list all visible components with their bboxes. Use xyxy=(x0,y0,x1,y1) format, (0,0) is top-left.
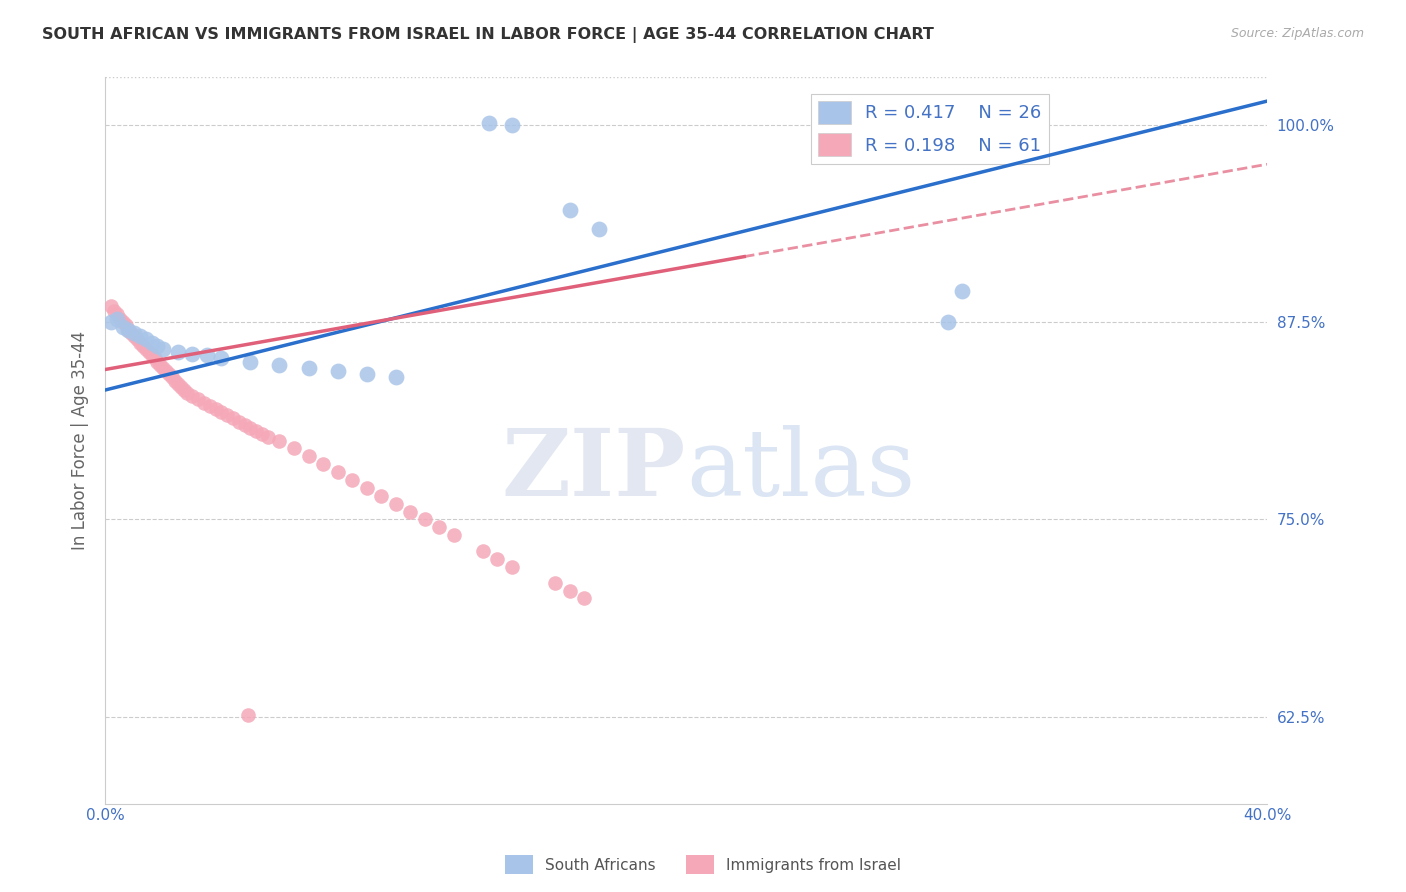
Legend: South Africans, Immigrants from Israel: South Africans, Immigrants from Israel xyxy=(499,849,907,880)
Point xyxy=(146,354,169,368)
Point xyxy=(544,575,567,590)
Point xyxy=(120,326,142,341)
Point xyxy=(588,222,610,236)
Point xyxy=(217,409,239,423)
Point xyxy=(427,520,450,534)
Point xyxy=(198,399,221,413)
Point xyxy=(152,342,174,356)
Point xyxy=(138,345,160,359)
Point xyxy=(269,358,291,372)
Point xyxy=(236,708,259,723)
Point xyxy=(269,434,291,448)
Point xyxy=(149,358,172,372)
Y-axis label: In Labor Force | Age 35-44: In Labor Force | Age 35-44 xyxy=(72,331,89,550)
Point xyxy=(356,368,378,382)
Point xyxy=(173,383,195,397)
Point xyxy=(257,430,280,444)
Point xyxy=(413,512,436,526)
Point xyxy=(950,284,973,298)
Point xyxy=(936,315,959,329)
Point xyxy=(443,528,465,542)
Point xyxy=(471,544,494,558)
Point xyxy=(146,339,169,353)
Point xyxy=(356,481,378,495)
Point xyxy=(166,376,188,391)
Point xyxy=(384,497,406,511)
Point xyxy=(558,583,581,598)
Point xyxy=(163,374,186,388)
Point xyxy=(326,364,349,378)
Point xyxy=(127,333,149,347)
Point xyxy=(117,323,139,337)
Point xyxy=(239,421,262,435)
Point xyxy=(117,323,139,337)
Point xyxy=(195,348,218,362)
Point xyxy=(209,405,232,419)
Point xyxy=(166,345,188,359)
Point xyxy=(181,389,204,403)
Point xyxy=(501,118,523,132)
Point xyxy=(283,442,305,456)
Point xyxy=(105,307,128,321)
Point xyxy=(193,395,215,409)
Text: SOUTH AFRICAN VS IMMIGRANTS FROM ISRAEL IN LABOR FORCE | AGE 35-44 CORRELATION C: SOUTH AFRICAN VS IMMIGRANTS FROM ISRAEL … xyxy=(42,27,934,43)
Point xyxy=(574,591,596,606)
Text: atlas: atlas xyxy=(686,425,915,515)
Point xyxy=(122,326,145,341)
Point xyxy=(399,505,422,519)
Point xyxy=(501,559,523,574)
Point xyxy=(384,370,406,384)
Point xyxy=(176,386,198,401)
Point xyxy=(187,392,209,407)
Point xyxy=(135,342,157,356)
Point xyxy=(486,552,509,566)
Point xyxy=(157,368,180,382)
Point xyxy=(312,457,335,471)
Point xyxy=(141,348,163,362)
Point xyxy=(297,450,319,464)
Point xyxy=(239,354,262,368)
Point xyxy=(114,318,136,333)
Point xyxy=(181,347,204,361)
Point xyxy=(135,333,157,347)
Legend: R = 0.417    N = 26, R = 0.198    N = 61: R = 0.417 N = 26, R = 0.198 N = 61 xyxy=(811,94,1049,163)
Point xyxy=(111,319,134,334)
Point xyxy=(160,370,183,384)
Point xyxy=(108,312,131,326)
Point xyxy=(141,335,163,350)
Point xyxy=(105,312,128,326)
Point xyxy=(326,465,349,479)
Point xyxy=(132,339,155,353)
Point xyxy=(228,415,250,429)
Point xyxy=(245,424,267,438)
Point xyxy=(129,329,152,343)
Point xyxy=(103,304,125,318)
Point xyxy=(209,351,232,366)
Point xyxy=(129,335,152,350)
Point xyxy=(250,427,273,442)
Point xyxy=(370,489,392,503)
Point xyxy=(111,315,134,329)
Point xyxy=(143,351,166,366)
Point xyxy=(122,329,145,343)
Text: ZIP: ZIP xyxy=(502,425,686,515)
Point xyxy=(204,401,226,416)
Point xyxy=(100,299,122,313)
Point xyxy=(233,417,256,432)
Point xyxy=(558,202,581,217)
Point xyxy=(297,360,319,375)
Text: Source: ZipAtlas.com: Source: ZipAtlas.com xyxy=(1230,27,1364,40)
Point xyxy=(155,364,177,378)
Point xyxy=(340,473,363,487)
Point xyxy=(100,315,122,329)
Point xyxy=(478,116,501,130)
Point xyxy=(170,380,193,394)
Point xyxy=(152,360,174,375)
Point xyxy=(222,411,245,425)
